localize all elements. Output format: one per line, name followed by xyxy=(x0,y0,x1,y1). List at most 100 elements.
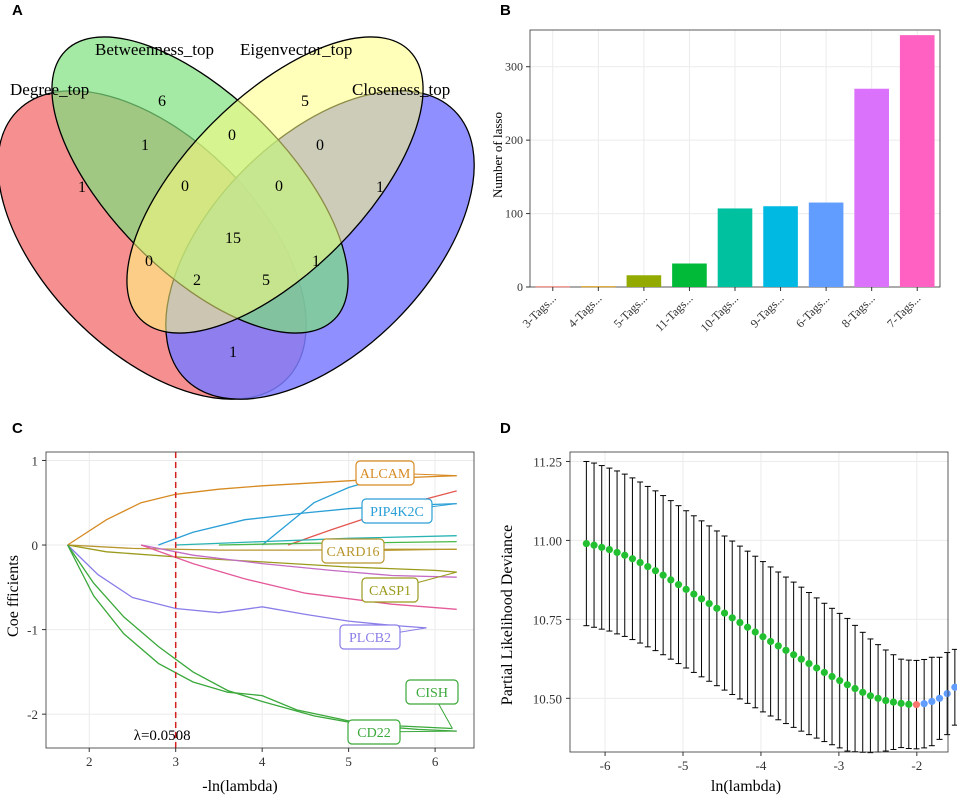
deviance-point xyxy=(782,646,790,654)
gene-label: CD22 xyxy=(357,726,390,741)
deviance-point xyxy=(912,701,921,709)
venn-count: 0 xyxy=(228,127,236,144)
deviance-point xyxy=(759,633,767,641)
bar xyxy=(854,88,889,287)
plot-border xyxy=(569,451,949,753)
deviance-point xyxy=(774,642,782,650)
y-tick-label: -1 xyxy=(27,623,38,638)
x-tick-label: 8-Tags... xyxy=(839,291,878,330)
x-tick-label: 10-Tags... xyxy=(698,291,741,334)
coef-line-plcb2 xyxy=(67,544,427,629)
venn-count: 6 xyxy=(158,93,166,110)
gene-label-box xyxy=(361,498,433,524)
x-tick-label: 5 xyxy=(345,754,352,769)
deviance-point xyxy=(828,672,836,681)
venn-diagram: Degree_top Betweenness_top Eigenvector_t… xyxy=(0,36,475,400)
deviance-point xyxy=(790,651,798,659)
venn-count: 5 xyxy=(262,272,270,289)
y-tick-label: 10.50 xyxy=(533,691,562,706)
gene-label-box xyxy=(405,679,459,705)
deviance-point xyxy=(736,618,744,627)
deviance-point xyxy=(728,614,736,622)
deviance-point xyxy=(859,688,867,696)
x-tick-label: 5-Tags... xyxy=(611,291,650,330)
x-tick-label: 9-Tags... xyxy=(747,291,786,330)
deviance-point xyxy=(866,692,875,700)
deviance-point xyxy=(697,595,706,603)
deviance-point xyxy=(674,581,683,589)
coef-line-card16 xyxy=(67,544,457,551)
venn-label-betweenness: Betweenness_top xyxy=(95,40,214,59)
deviance-point xyxy=(644,563,652,571)
venn-count: 0 xyxy=(316,137,324,154)
panel-label-b: B xyxy=(500,2,511,19)
panel-label-d: D xyxy=(500,420,511,437)
deviance-point xyxy=(805,659,813,668)
y-tick-label: 100 xyxy=(505,207,523,221)
bar xyxy=(581,286,616,288)
deviance-point xyxy=(621,551,629,559)
deviance-point xyxy=(582,539,590,548)
deviance-point xyxy=(651,567,660,575)
x-tick-label: 3-Tags... xyxy=(520,291,559,330)
deviance-point xyxy=(743,623,752,631)
deviance-point xyxy=(889,698,898,706)
venn-count: 15 xyxy=(225,230,241,247)
venn-count: 0 xyxy=(275,178,283,195)
deviance-point xyxy=(943,689,951,698)
x-tick-label: -6 xyxy=(600,758,611,773)
bar xyxy=(717,208,753,287)
deviance-point xyxy=(851,684,859,693)
deviance-point xyxy=(636,558,644,567)
y-tick-label: 300 xyxy=(505,60,523,74)
bar xyxy=(535,286,571,288)
deviance-point xyxy=(920,700,928,708)
gene-label: ALCAM xyxy=(360,467,411,482)
deviance-point xyxy=(720,609,729,617)
deviance-point xyxy=(905,700,913,708)
y-tick-label: -2 xyxy=(27,707,38,722)
deviance-point xyxy=(935,694,944,702)
y-tick-label: 0 xyxy=(32,538,39,553)
x-tick-label: 6 xyxy=(432,754,439,769)
venn-label-eigenvector: Eigenvector_top xyxy=(240,40,352,59)
coef-line-casp1 xyxy=(67,544,457,573)
deviance-point xyxy=(628,555,637,563)
gene-label-box xyxy=(361,577,419,603)
panel-label-a: A xyxy=(12,2,23,19)
deviance-point xyxy=(928,697,936,706)
coefficient-path-chart: -ln(lambda) Coe fficients 2 3 4 5 6 1 0 -1 -2 λ=0… xyxy=(5,451,475,795)
deviance-point xyxy=(751,628,759,636)
x-tick-label: 4-Tags... xyxy=(565,291,604,330)
x-tick-label: -4 xyxy=(756,758,767,773)
bar xyxy=(626,275,662,287)
y-tick-label: 11.00 xyxy=(533,533,562,548)
gene-label-box xyxy=(339,624,401,650)
x-tick-label: 11-Tags... xyxy=(652,291,695,334)
lambda-label: λ=0.0508 xyxy=(134,728,191,744)
gene-label: CISH xyxy=(416,686,448,701)
coef-line xyxy=(175,535,457,546)
y-tick-label: 10.75 xyxy=(533,612,562,627)
bar xyxy=(808,202,844,287)
deviance-point xyxy=(836,677,844,685)
gene-label: PIP4K2C xyxy=(370,505,424,520)
plot-area xyxy=(570,452,948,752)
venn-count: 1 xyxy=(376,179,384,196)
x-tick-label: 4 xyxy=(259,754,266,769)
deviance-point xyxy=(813,664,821,672)
deviance-point xyxy=(820,668,828,677)
y-tick-label: 1 xyxy=(32,453,39,468)
coef-line xyxy=(140,544,457,578)
cv-deviance-chart: ln(lambda) Partial Likelihood Deviance -… xyxy=(499,451,957,795)
deviance-point xyxy=(667,576,675,584)
venn-count: 1 xyxy=(141,137,149,154)
deviance-point xyxy=(713,604,721,612)
plot-border xyxy=(45,451,475,749)
y-axis-label: Coe fficients xyxy=(5,555,22,637)
gene-label-box xyxy=(347,719,401,745)
gene-label-box xyxy=(321,538,385,564)
y-axis-label: Number of lasso xyxy=(490,112,505,198)
bar xyxy=(672,263,707,287)
x-tick-label: 6-Tags... xyxy=(793,291,832,330)
